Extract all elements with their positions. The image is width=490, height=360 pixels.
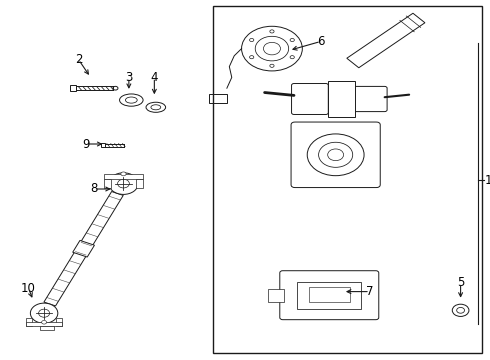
Circle shape: [308, 152, 315, 157]
Text: 9: 9: [82, 138, 90, 150]
Circle shape: [328, 149, 343, 161]
Circle shape: [356, 152, 363, 157]
Circle shape: [118, 179, 129, 188]
Circle shape: [30, 303, 58, 323]
Text: 7: 7: [366, 285, 374, 298]
Text: 8: 8: [90, 183, 98, 195]
Circle shape: [270, 30, 274, 33]
Circle shape: [307, 134, 364, 176]
Bar: [104, 179, 111, 188]
Circle shape: [249, 56, 254, 59]
Circle shape: [242, 26, 302, 71]
FancyBboxPatch shape: [291, 122, 380, 188]
Bar: [56, 318, 62, 326]
Circle shape: [328, 149, 343, 161]
Ellipse shape: [146, 102, 166, 112]
Text: 10: 10: [21, 282, 36, 294]
Circle shape: [452, 304, 469, 316]
Bar: [26, 318, 32, 326]
Bar: [104, 175, 143, 179]
Circle shape: [255, 36, 289, 61]
Circle shape: [332, 135, 339, 140]
Bar: [328, 81, 355, 117]
Circle shape: [290, 39, 294, 41]
Circle shape: [39, 309, 49, 317]
FancyBboxPatch shape: [292, 84, 328, 114]
Circle shape: [270, 64, 274, 67]
Polygon shape: [73, 240, 95, 257]
Ellipse shape: [125, 97, 137, 103]
Polygon shape: [44, 192, 123, 306]
Circle shape: [264, 42, 280, 55]
Circle shape: [121, 172, 126, 176]
Text: 6: 6: [317, 35, 325, 48]
Bar: [136, 179, 143, 188]
Circle shape: [42, 320, 47, 324]
Ellipse shape: [151, 105, 161, 110]
Circle shape: [109, 173, 138, 194]
Circle shape: [318, 142, 353, 167]
Bar: [71, 85, 76, 91]
Circle shape: [318, 142, 353, 167]
Text: 5: 5: [457, 276, 465, 289]
Bar: [268, 289, 284, 302]
Text: 4: 4: [150, 71, 158, 84]
Bar: [209, 94, 227, 103]
Bar: [101, 143, 105, 147]
FancyBboxPatch shape: [280, 271, 379, 320]
Circle shape: [332, 170, 339, 175]
Circle shape: [290, 56, 294, 59]
Circle shape: [457, 307, 465, 313]
Bar: [213, 6, 482, 353]
Bar: [297, 282, 361, 309]
FancyBboxPatch shape: [353, 86, 387, 112]
Circle shape: [113, 86, 118, 90]
Circle shape: [307, 134, 364, 176]
Circle shape: [249, 39, 254, 41]
Bar: [40, 326, 54, 330]
Text: 2: 2: [74, 53, 82, 66]
Polygon shape: [347, 13, 425, 68]
Bar: [26, 322, 62, 326]
Ellipse shape: [120, 94, 143, 106]
Bar: [309, 287, 350, 302]
Text: 1: 1: [485, 174, 490, 186]
Text: 3: 3: [125, 71, 133, 84]
